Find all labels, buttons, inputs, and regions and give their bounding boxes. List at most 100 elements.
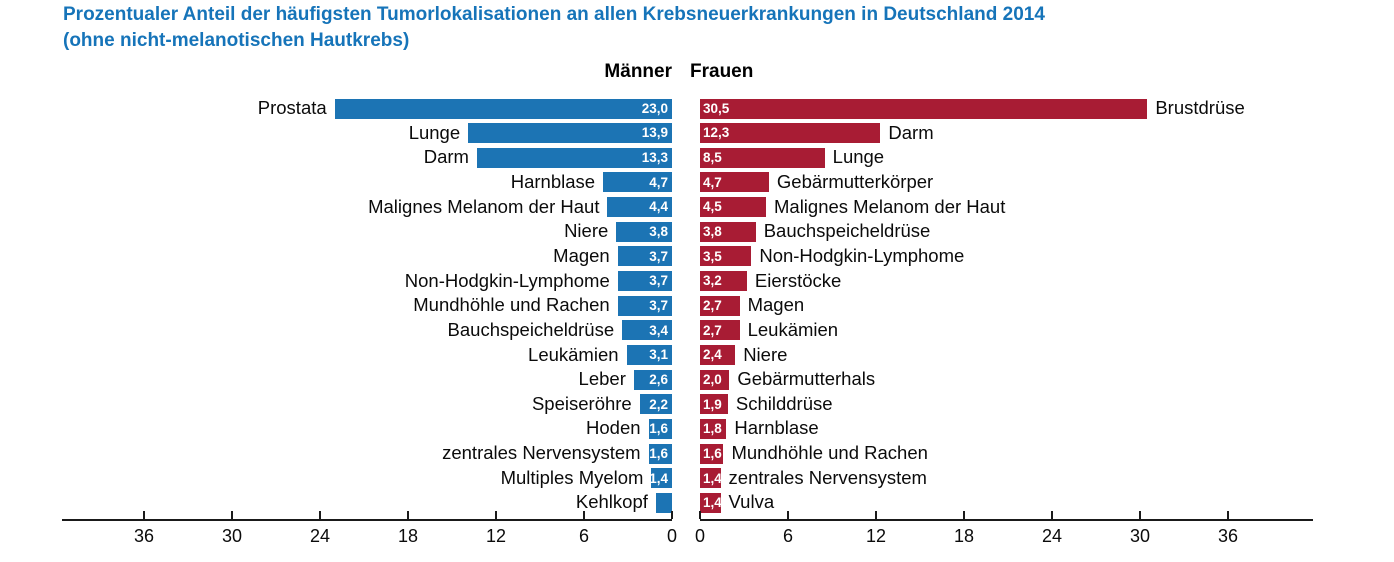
- women-bar: 3,5: [700, 246, 752, 267]
- men-bar: 23,0: [334, 98, 672, 119]
- men-axis-tick-label: 30: [221, 526, 243, 546]
- women-axis-tick-label: 0: [694, 526, 705, 546]
- women-bar-value: 30,5: [703, 100, 730, 116]
- men-bar-value: 3,1: [649, 347, 668, 363]
- women-axis-tick-label: 12: [865, 526, 887, 546]
- men-bar-label: Multiples Myelom: [500, 466, 644, 488]
- women-bar: 30,5: [700, 98, 1148, 119]
- men-bar: 4,4: [607, 197, 672, 218]
- title-line-2: (ohne nicht-melanotischen Hautkrebs): [63, 30, 410, 51]
- men-bar-label: Niere: [564, 220, 609, 242]
- women-bar-label: zentrales Nervensystem: [728, 466, 927, 488]
- women-bar-value: 2,7: [703, 322, 722, 338]
- men-bar-label: Hoden: [586, 417, 641, 439]
- women-bar-label: Magen: [747, 294, 805, 316]
- men-bar-label: Darm: [423, 146, 469, 168]
- women-bar-label: Mundhöhle und Rachen: [731, 442, 928, 464]
- women-bar-value: 1,4: [703, 470, 722, 486]
- women-bar-label: Eierstöcke: [754, 269, 842, 291]
- women-bar: 2,4: [700, 345, 736, 365]
- women-bar-label: Non-Hodgkin-Lymphome: [759, 244, 965, 266]
- men-bar: 13,9: [468, 123, 672, 144]
- women-bar-value: 3,5: [703, 248, 722, 264]
- men-bar-label: Malignes Melanom der Haut: [368, 195, 600, 217]
- men-axis-line: [62, 519, 672, 521]
- women-axis-tick: [1139, 511, 1141, 519]
- women-bar-label: Darm: [888, 121, 934, 143]
- men-bar: 1,6: [648, 418, 672, 439]
- page-title: Prozentualer Anteil der häufigsten Tumor…: [63, 2, 1045, 54]
- women-bar: 3,2: [700, 271, 747, 292]
- women-bar-value: 1,8: [703, 421, 722, 437]
- women-bar: 3,8: [700, 221, 756, 242]
- women-bar-value: 3,2: [703, 273, 722, 289]
- men-bar-value: 3,8: [649, 224, 668, 239]
- men-bar-value: 1,4: [649, 470, 668, 486]
- men-bar-label: Leber: [578, 368, 626, 390]
- women-axis-line: [700, 519, 1313, 521]
- women-bar-label: Leukämien: [747, 318, 839, 340]
- women-bar-value: 1,6: [703, 445, 722, 461]
- women-bar-value: 4,7: [703, 174, 722, 190]
- men-bar: 3,1: [626, 345, 672, 365]
- men-bar: 2,2: [639, 394, 672, 415]
- men-axis-tick: [231, 511, 233, 519]
- men-bar-label: Non-Hodgkin-Lymphome: [404, 269, 610, 291]
- women-bar: 8,5: [700, 147, 825, 168]
- women-axis-tick-label: 18: [953, 526, 975, 546]
- women-bar-label: Schilddrüse: [735, 392, 833, 414]
- men-bar-label: zentrales Nervensystem: [442, 442, 641, 464]
- men-bar-value: 13,3: [641, 150, 668, 166]
- women-bar: 4,7: [700, 172, 769, 193]
- men-bar-value: 1,6: [649, 445, 668, 461]
- men-bar-value: 4,4: [649, 199, 668, 215]
- men-bar-label: Harnblase: [510, 170, 596, 192]
- men-axis-tick: [407, 511, 409, 519]
- men-axis-tick-label: 6: [578, 526, 589, 546]
- men-axis-tick-label: 24: [309, 526, 331, 546]
- men-bar: 13,3: [476, 147, 672, 168]
- men-bar: 3,8: [616, 221, 672, 242]
- women-bar-label: Gebärmutterhals: [737, 368, 876, 390]
- men-bar: 3,4: [622, 320, 672, 341]
- men-bar-label: Magen: [553, 244, 610, 266]
- men-bar: 2,6: [633, 369, 672, 390]
- women-axis-tick: [1227, 511, 1229, 519]
- women-bar-value: 2,7: [703, 297, 722, 313]
- men-bar-label: Prostata: [257, 97, 327, 118]
- women-axis-tick-label: 36: [1217, 526, 1239, 546]
- men-bar: 3,7: [617, 246, 672, 267]
- women-axis-tick: [787, 511, 789, 519]
- men-bar-value: 1,6: [649, 421, 668, 437]
- women-bar-value: 3,8: [703, 224, 722, 239]
- women-bar: 2,7: [700, 295, 740, 316]
- men-axis-tick-label: 18: [397, 526, 419, 546]
- men-bar-value: 2,6: [649, 371, 668, 387]
- men-column-header: Männer: [604, 61, 672, 82]
- women-bar-value: 2,4: [703, 347, 722, 363]
- men-bar: 3,7: [617, 271, 672, 292]
- women-bar-label: Bauchspeicheldrüse: [763, 220, 931, 242]
- women-bar-value: 8,5: [703, 150, 722, 166]
- women-bar-label: Gebärmutterkörper: [776, 170, 934, 192]
- men-bar-label: Leukämien: [528, 343, 619, 365]
- men-axis-tick: [583, 511, 585, 519]
- men-bar: 1,4: [649, 468, 672, 489]
- women-axis-tick-label: 6: [782, 526, 793, 546]
- men-bar-value: 3,7: [649, 248, 668, 264]
- women-bar: 4,5: [700, 197, 766, 218]
- women-bar: 2,7: [700, 320, 740, 341]
- women-bar: 2,0: [700, 369, 730, 390]
- women-column-header: Frauen: [690, 61, 754, 82]
- women-bar-value: 1,9: [703, 396, 722, 412]
- women-bar-label: Niere: [743, 343, 788, 365]
- women-bar-value: 1,4: [703, 495, 722, 511]
- men-bar-value: 23,0: [641, 100, 668, 116]
- women-bar-value: 4,5: [703, 199, 722, 215]
- women-bar: 1,6: [700, 443, 724, 464]
- men-bar-value: 3,4: [649, 322, 668, 338]
- men-bar-label: Bauchspeicheldrüse: [447, 318, 615, 340]
- men-axis-tick: [495, 511, 497, 519]
- women-axis-tick-label: 30: [1129, 526, 1151, 546]
- women-axis-tick: [963, 511, 965, 519]
